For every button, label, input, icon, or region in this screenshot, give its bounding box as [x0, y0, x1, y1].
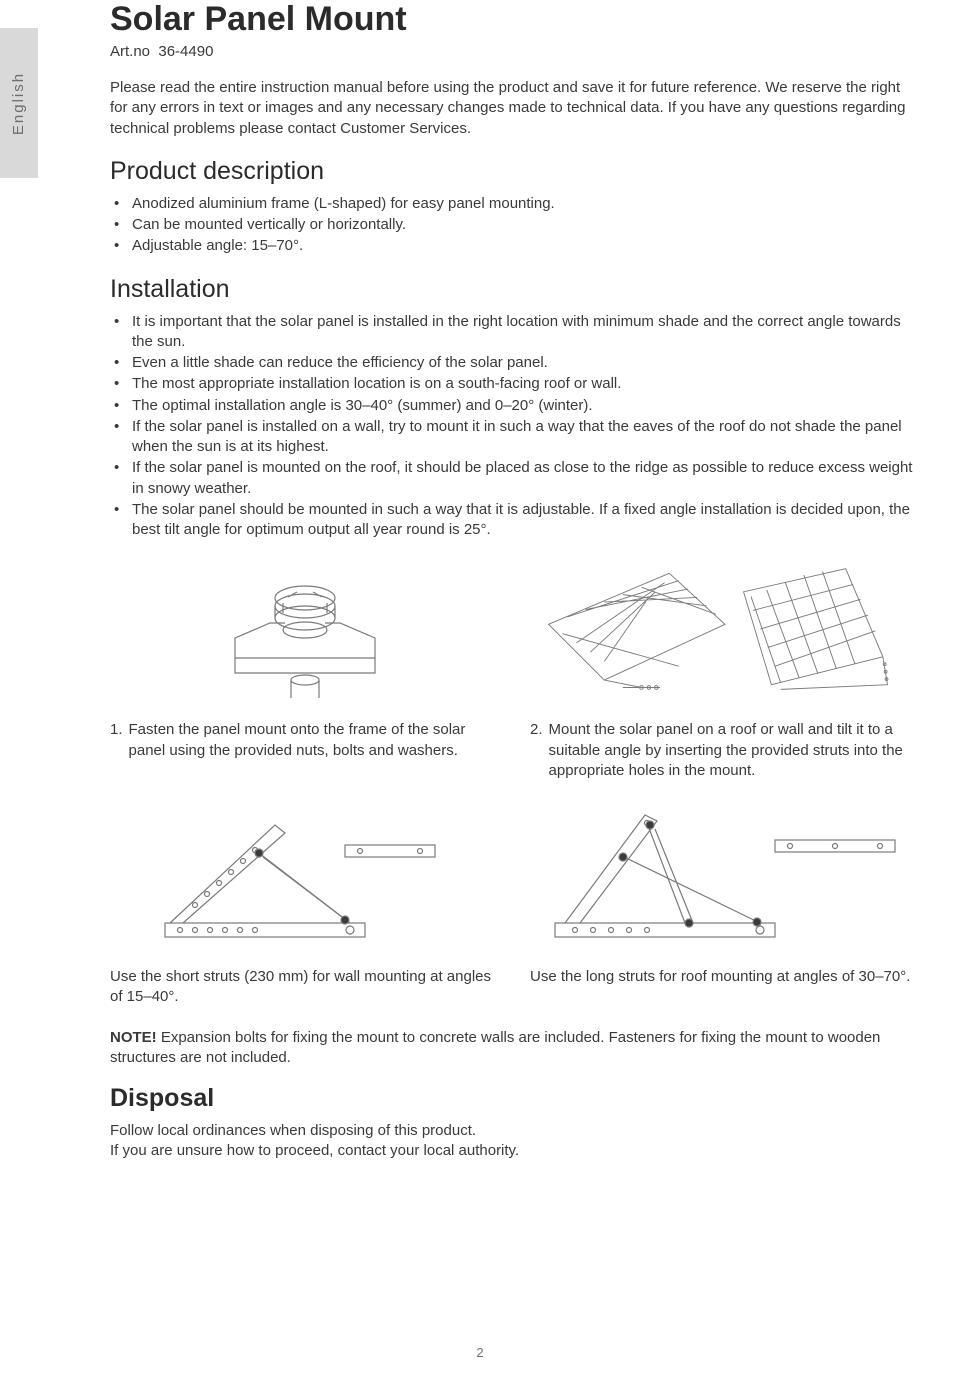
- figure-short-strut: [110, 805, 500, 955]
- step-2: 2. Mount the solar panel on a roof or wa…: [530, 720, 920, 781]
- installation-heading: Installation: [110, 275, 920, 304]
- caption-long-strut: Use the long struts for roof mounting at…: [530, 967, 920, 987]
- page-title: Solar Panel Mount: [110, 0, 920, 39]
- figure-row-1: 1. Fasten the panel mount onto the frame…: [110, 558, 920, 781]
- installation-list: It is important that the solar panel is …: [110, 312, 920, 541]
- figure-col-right: 2. Mount the solar panel on a roof or wa…: [530, 558, 920, 781]
- page-content: Solar Panel Mount Art.no 36-4490 Please …: [0, 0, 960, 1162]
- list-item: Adjustable angle: 15–70°.: [110, 236, 920, 256]
- list-item: The most appropriate installation locati…: [110, 374, 920, 394]
- figure-col-left-2: Use the short struts (230 mm) for wall m…: [110, 805, 500, 1008]
- list-item: If the solar panel is installed on a wal…: [110, 417, 920, 458]
- list-item: Even a little shade can reduce the effic…: [110, 353, 920, 373]
- disposal-heading: Disposal: [110, 1084, 920, 1113]
- product-description-list: Anodized aluminium frame (L-shaped) for …: [110, 194, 920, 257]
- disposal-text-2: If you are unsure how to proceed, contac…: [110, 1141, 920, 1161]
- intro-paragraph: Please read the entire instruction manua…: [110, 78, 920, 139]
- article-number: Art.no 36-4490: [110, 43, 920, 60]
- list-item: It is important that the solar panel is …: [110, 312, 920, 353]
- disposal-text-1: Follow local ordinances when disposing o…: [110, 1121, 920, 1141]
- step-1-num: 1.: [110, 720, 123, 761]
- language-tab: English: [0, 28, 38, 178]
- list-item: Anodized aluminium frame (L-shaped) for …: [110, 194, 920, 214]
- figure-row-2: Use the short struts (230 mm) for wall m…: [110, 805, 920, 1008]
- installation-note: NOTE! Expansion bolts for fixing the mou…: [110, 1028, 920, 1069]
- language-label: English: [11, 71, 28, 134]
- artno-value: 36-4490: [158, 43, 213, 60]
- figure-col-left: 1. Fasten the panel mount onto the frame…: [110, 558, 500, 781]
- note-text: Expansion bolts for fixing the mount to …: [110, 1029, 880, 1066]
- product-description-heading: Product description: [110, 157, 920, 186]
- caption-short-strut: Use the short struts (230 mm) for wall m…: [110, 967, 500, 1008]
- list-item: The solar panel should be mounted in suc…: [110, 500, 920, 541]
- figure-bolt-detail: [110, 558, 500, 708]
- artno-label: Art.no: [110, 43, 150, 60]
- step-2-text: Mount the solar panel on a roof or wall …: [549, 720, 920, 781]
- step-1-text: Fasten the panel mount onto the frame of…: [129, 720, 500, 761]
- list-item: Can be mounted vertically or horizontall…: [110, 215, 920, 235]
- figure-long-strut: [530, 805, 920, 955]
- step-1: 1. Fasten the panel mount onto the frame…: [110, 720, 500, 761]
- figure-col-right-2: Use the long struts for roof mounting at…: [530, 805, 920, 1008]
- list-item: If the solar panel is mounted on the roo…: [110, 458, 920, 499]
- list-item: The optimal installation angle is 30–40°…: [110, 396, 920, 416]
- step-2-num: 2.: [530, 720, 543, 781]
- page-number: 2: [0, 1345, 960, 1360]
- figure-panel-mounted: [530, 558, 920, 708]
- note-label: NOTE!: [110, 1029, 157, 1046]
